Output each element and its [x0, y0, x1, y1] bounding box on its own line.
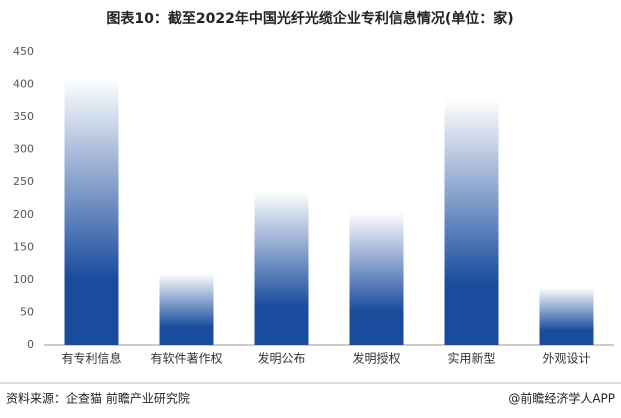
bar	[444, 98, 499, 345]
y-tick-label: 250	[13, 175, 34, 188]
y-tick-label: 50	[20, 305, 34, 318]
x-tick-label: 外观设计	[542, 352, 590, 366]
y-tick-label: 400	[13, 78, 34, 91]
y-tick-label: 0	[27, 338, 34, 351]
x-tick-label: 有专利信息	[61, 351, 121, 366]
bar	[539, 287, 594, 345]
x-tick-label: 有软件著作权	[150, 352, 222, 366]
y-tick-label: 100	[13, 273, 34, 286]
x-tick-label: 发明授权	[352, 351, 400, 366]
source: 资料来源：企查猫 前瞻产业研究院	[6, 391, 190, 406]
bar	[64, 78, 119, 346]
y-tick-label: 300	[13, 143, 34, 156]
bar	[349, 211, 404, 345]
bar	[159, 273, 214, 345]
chart-title: 图表10：截至2022年中国光纤光缆企业专利信息情况(单位：家)	[106, 10, 513, 27]
y-tick-label: 200	[13, 208, 34, 221]
y-tick-label: 450	[13, 45, 34, 58]
bar	[254, 190, 309, 345]
x-tick-label: 实用新型	[447, 351, 495, 366]
y-tick-label: 350	[13, 110, 34, 123]
credit: @前瞻经济学人APP	[508, 391, 615, 406]
y-tick-label: 150	[13, 240, 34, 253]
x-tick-label: 发明公布	[257, 351, 305, 366]
